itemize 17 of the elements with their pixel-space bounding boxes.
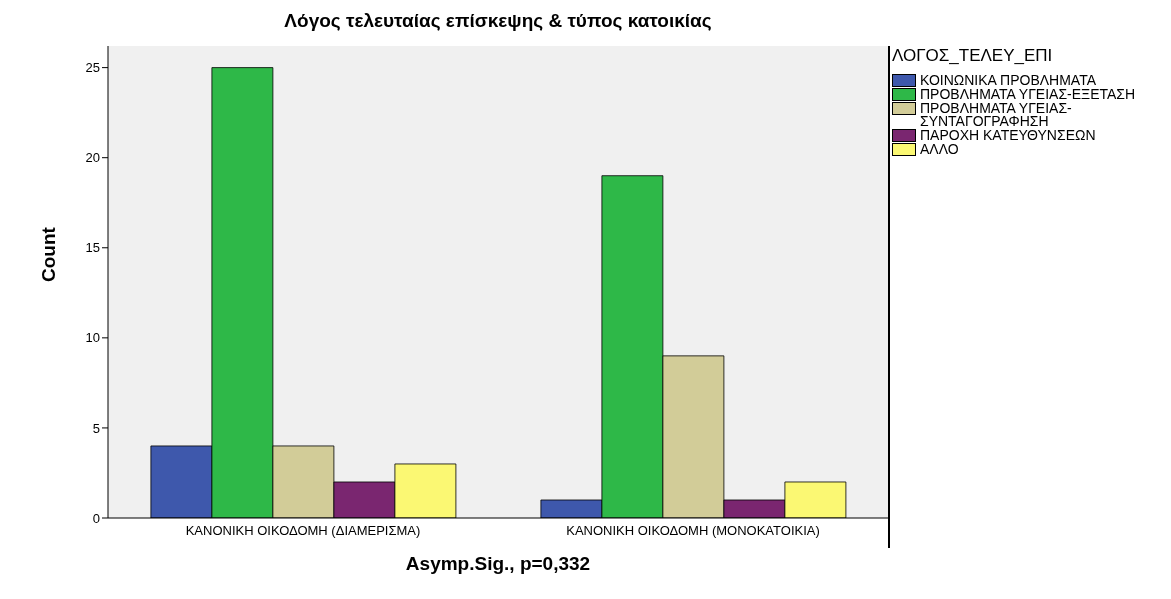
legend-title: ΛΟΓΟΣ_ΤΕΛΕΥ_ΕΠΙ (892, 46, 1054, 66)
y-tick-label: 5 (92, 420, 100, 436)
y-tick-label: 20 (85, 150, 100, 166)
legend-label: ΑΛΛΟ (920, 141, 960, 157)
y-tick-label: 15 (85, 240, 100, 256)
chart-title: Λόγος τελευταίας επίσκεψης & τύπος κατοικίας (283, 10, 713, 32)
legend-label: ΠΡΟΒΛΗΜΑΤΑ ΥΓΕΙΑΣ-ΕΞΕΤΑΣΗ (920, 86, 1137, 102)
x-tick-label: ΚΑΝΟΝΙΚΗ ΟΙΚΟΔΟΜΗ (ΜΟΝΟΚΑΤΟΙΚΙΑ) (566, 523, 820, 539)
y-tick-label: 0 (92, 510, 100, 526)
x-axis-title: Asymp.Sig., p=0,332 (405, 553, 591, 574)
legend-label: ΠΑΡΟΧΗ ΚΑΤΕΥΘΥΝΣΕΩΝ (920, 127, 1097, 143)
legend-label: ΚΟΙΝΩΝΙΚΑ ΠΡΟΒΛΗΜΑΤΑ (920, 72, 1097, 88)
x-tick-label: ΚΑΝΟΝΙΚΗ ΟΙΚΟΔΟΜΗ (ΔΙΑΜΕΡΙΣΜΑ) (185, 523, 421, 539)
legend-label: ΠΡΟΒΛΗΜΑΤΑ ΥΓΕΙΑΣ-ΣΥΝΤΑΓΟΓΡΑΦΗΣΗ (920, 100, 1073, 129)
y-axis-title: Count (37, 226, 59, 282)
y-tick-label: 25 (85, 60, 100, 76)
y-tick-label: 10 (85, 330, 100, 346)
